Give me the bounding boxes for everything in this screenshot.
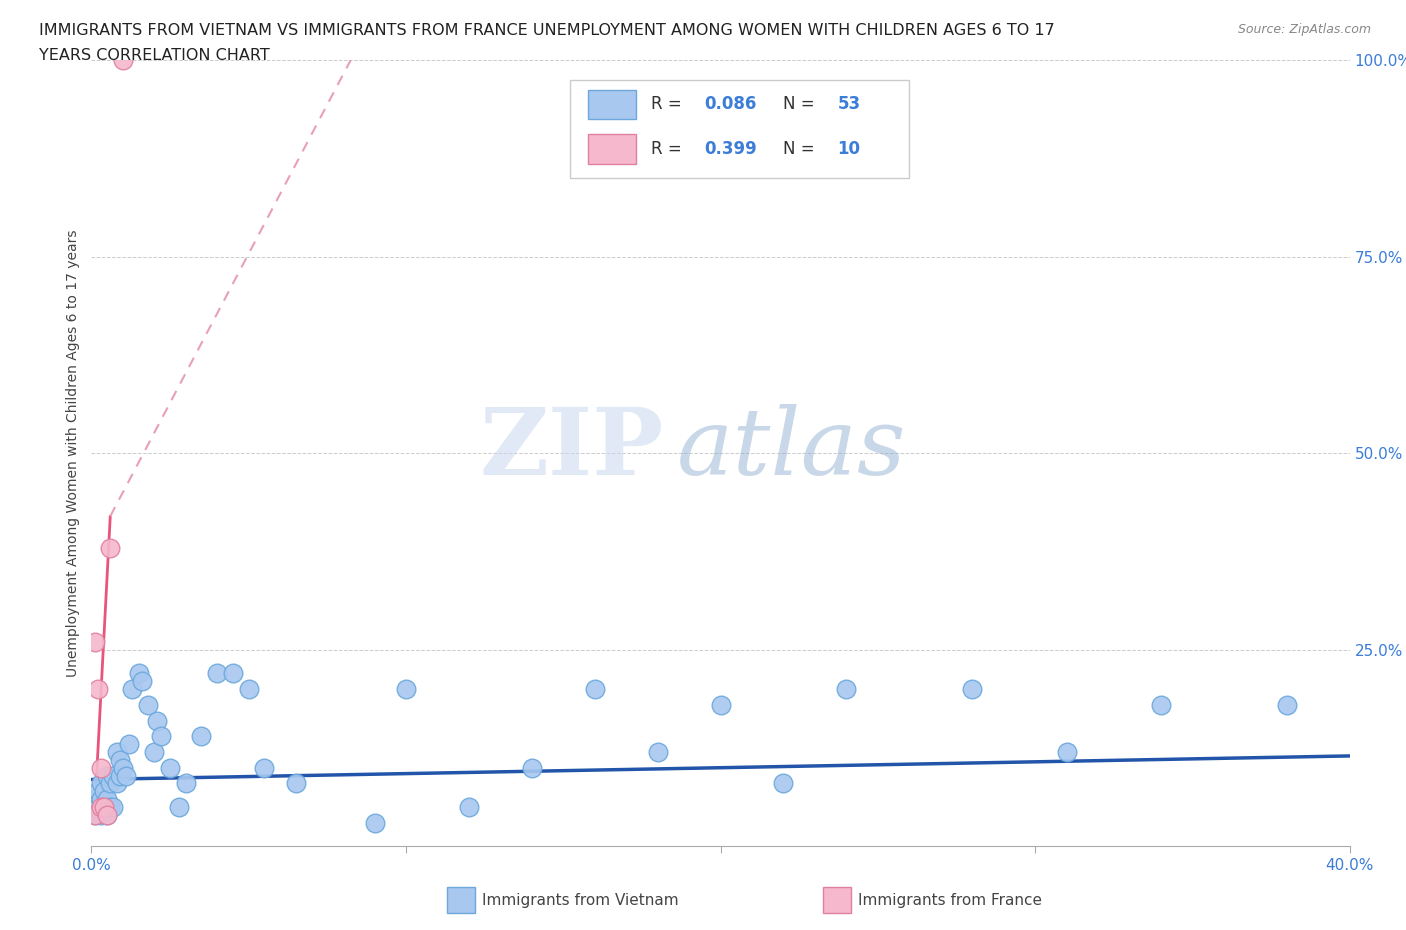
Point: [96, 791, 118, 806]
Text: YEARS CORRELATION CHART: YEARS CORRELATION CHART: [39, 48, 270, 63]
Point: [105, 745, 128, 760]
Point: [86, 784, 108, 799]
Point: [159, 761, 181, 776]
Point: [238, 682, 260, 697]
Point: [583, 682, 606, 697]
Point: [647, 745, 669, 760]
Point: [90, 800, 112, 815]
Point: [103, 768, 125, 783]
Point: [136, 698, 159, 712]
Point: [205, 666, 228, 681]
Text: 0.086: 0.086: [704, 96, 756, 113]
FancyBboxPatch shape: [589, 89, 637, 119]
Point: [520, 761, 543, 776]
Text: 0.399: 0.399: [704, 140, 756, 158]
Text: IMMIGRANTS FROM VIETNAM VS IMMIGRANTS FROM FRANCE UNEMPLOYMENT AMONG WOMEN WITH : IMMIGRANTS FROM VIETNAM VS IMMIGRANTS FR…: [39, 23, 1054, 38]
Point: [1275, 698, 1298, 712]
FancyBboxPatch shape: [569, 80, 910, 179]
Point: [83, 807, 105, 822]
Text: R =: R =: [651, 140, 688, 158]
Point: [1056, 745, 1078, 760]
Point: [174, 776, 197, 790]
Text: N =: N =: [783, 140, 820, 158]
Point: [103, 800, 125, 815]
Point: [111, 53, 134, 68]
Point: [253, 761, 276, 776]
Point: [457, 800, 479, 815]
Point: [83, 634, 105, 649]
Point: [83, 807, 105, 822]
Point: [96, 807, 118, 822]
Point: [96, 807, 118, 822]
Point: [190, 729, 212, 744]
Point: [962, 682, 984, 697]
Y-axis label: Unemployment Among Women with Children Ages 6 to 17 years: Unemployment Among Women with Children A…: [66, 230, 80, 677]
Text: 53: 53: [838, 96, 860, 113]
Point: [93, 784, 115, 799]
Point: [111, 761, 134, 776]
Point: [128, 666, 150, 681]
Text: Source: ZipAtlas.com: Source: ZipAtlas.com: [1237, 23, 1371, 36]
Point: [90, 776, 112, 790]
Point: [96, 768, 118, 783]
Point: [395, 682, 418, 697]
Point: [98, 776, 121, 790]
Text: Immigrants from France: Immigrants from France: [858, 893, 1042, 908]
Point: [143, 745, 166, 760]
Point: [108, 752, 131, 767]
Point: [222, 666, 245, 681]
Point: [115, 768, 138, 783]
Point: [709, 698, 731, 712]
Point: [835, 682, 858, 697]
Text: atlas: atlas: [676, 405, 905, 495]
Point: [363, 816, 385, 830]
Point: [93, 800, 115, 815]
Point: [1150, 698, 1173, 712]
Text: N =: N =: [783, 96, 820, 113]
Point: [90, 791, 112, 806]
Point: [93, 800, 115, 815]
Point: [86, 800, 108, 815]
Point: [86, 682, 108, 697]
Point: [108, 768, 131, 783]
Point: [105, 776, 128, 790]
Point: [90, 761, 112, 776]
Point: [83, 791, 105, 806]
Point: [284, 776, 307, 790]
Point: [98, 800, 121, 815]
Point: [90, 807, 112, 822]
Point: [146, 713, 169, 728]
Text: ZIP: ZIP: [479, 405, 664, 495]
FancyBboxPatch shape: [589, 134, 637, 164]
Point: [131, 674, 153, 689]
Text: Immigrants from Vietnam: Immigrants from Vietnam: [482, 893, 679, 908]
Point: [121, 682, 143, 697]
Point: [169, 800, 191, 815]
Text: 10: 10: [838, 140, 860, 158]
Point: [98, 540, 121, 555]
Point: [118, 737, 141, 751]
Point: [149, 729, 172, 744]
Text: R =: R =: [651, 96, 688, 113]
Point: [772, 776, 794, 790]
